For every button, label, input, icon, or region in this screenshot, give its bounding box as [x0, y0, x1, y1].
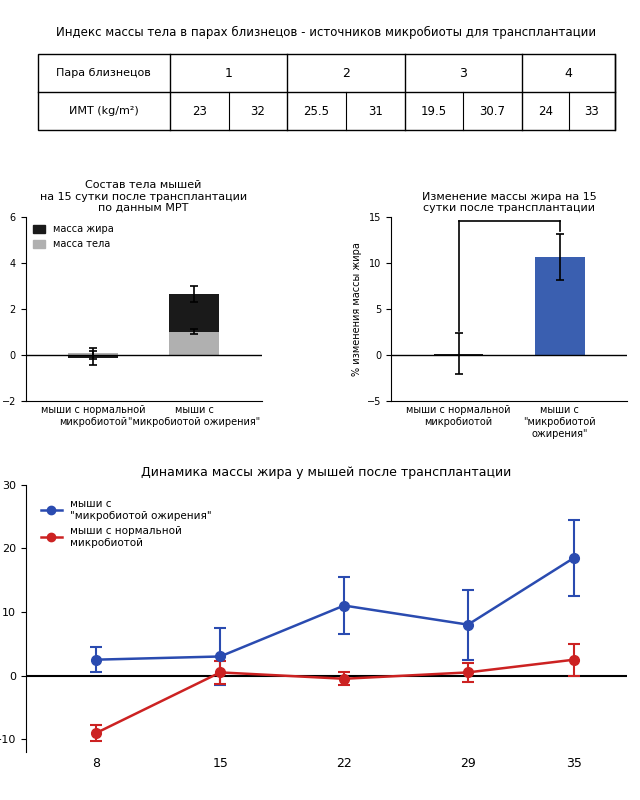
Text: Пара близнецов: Пара близнецов — [56, 69, 151, 78]
Text: 19.5: 19.5 — [421, 105, 447, 118]
Text: 31: 31 — [368, 105, 383, 118]
Bar — [68, 354, 118, 358]
Text: ИМТ (kg/m²): ИМТ (kg/m²) — [69, 106, 139, 117]
Text: 30.7: 30.7 — [479, 105, 506, 118]
Title: Изменение массы жира на 15
сутки после трансплантации: Изменение массы жира на 15 сутки после т… — [422, 191, 596, 213]
Text: 33: 33 — [584, 105, 599, 118]
Text: 1: 1 — [225, 67, 232, 80]
Y-axis label: % изменения массы жира: % изменения массы жира — [351, 242, 362, 375]
Legend: мыши с
"микробиотой ожирения", мыши с нормальной
микробиотой: мыши с "микробиотой ожирения", мыши с но… — [37, 495, 216, 552]
Text: 25.5: 25.5 — [303, 105, 330, 118]
Text: 3: 3 — [460, 67, 467, 80]
Text: 23: 23 — [192, 105, 207, 118]
Text: 4: 4 — [564, 67, 573, 80]
Bar — [170, 294, 219, 331]
Text: 2: 2 — [342, 67, 350, 80]
Text: Индекс массы тела в парах близнецов - источников микробиоты для трансплантации: Индекс массы тела в парах близнецов - ис… — [56, 26, 596, 39]
Bar — [535, 257, 584, 354]
Legend: масса жира, масса тела: масса жира, масса тела — [31, 222, 116, 252]
Title: Динамика массы жира у мышей после трансплантации: Динамика массы жира у мышей после трансп… — [141, 466, 511, 479]
Bar — [170, 331, 219, 354]
Text: 24: 24 — [538, 105, 553, 118]
Title: Состав тела мышей
на 15 сутки после трансплантации
по данным МРТ: Состав тела мышей на 15 сутки после тран… — [40, 180, 247, 213]
Text: 32: 32 — [250, 105, 266, 118]
